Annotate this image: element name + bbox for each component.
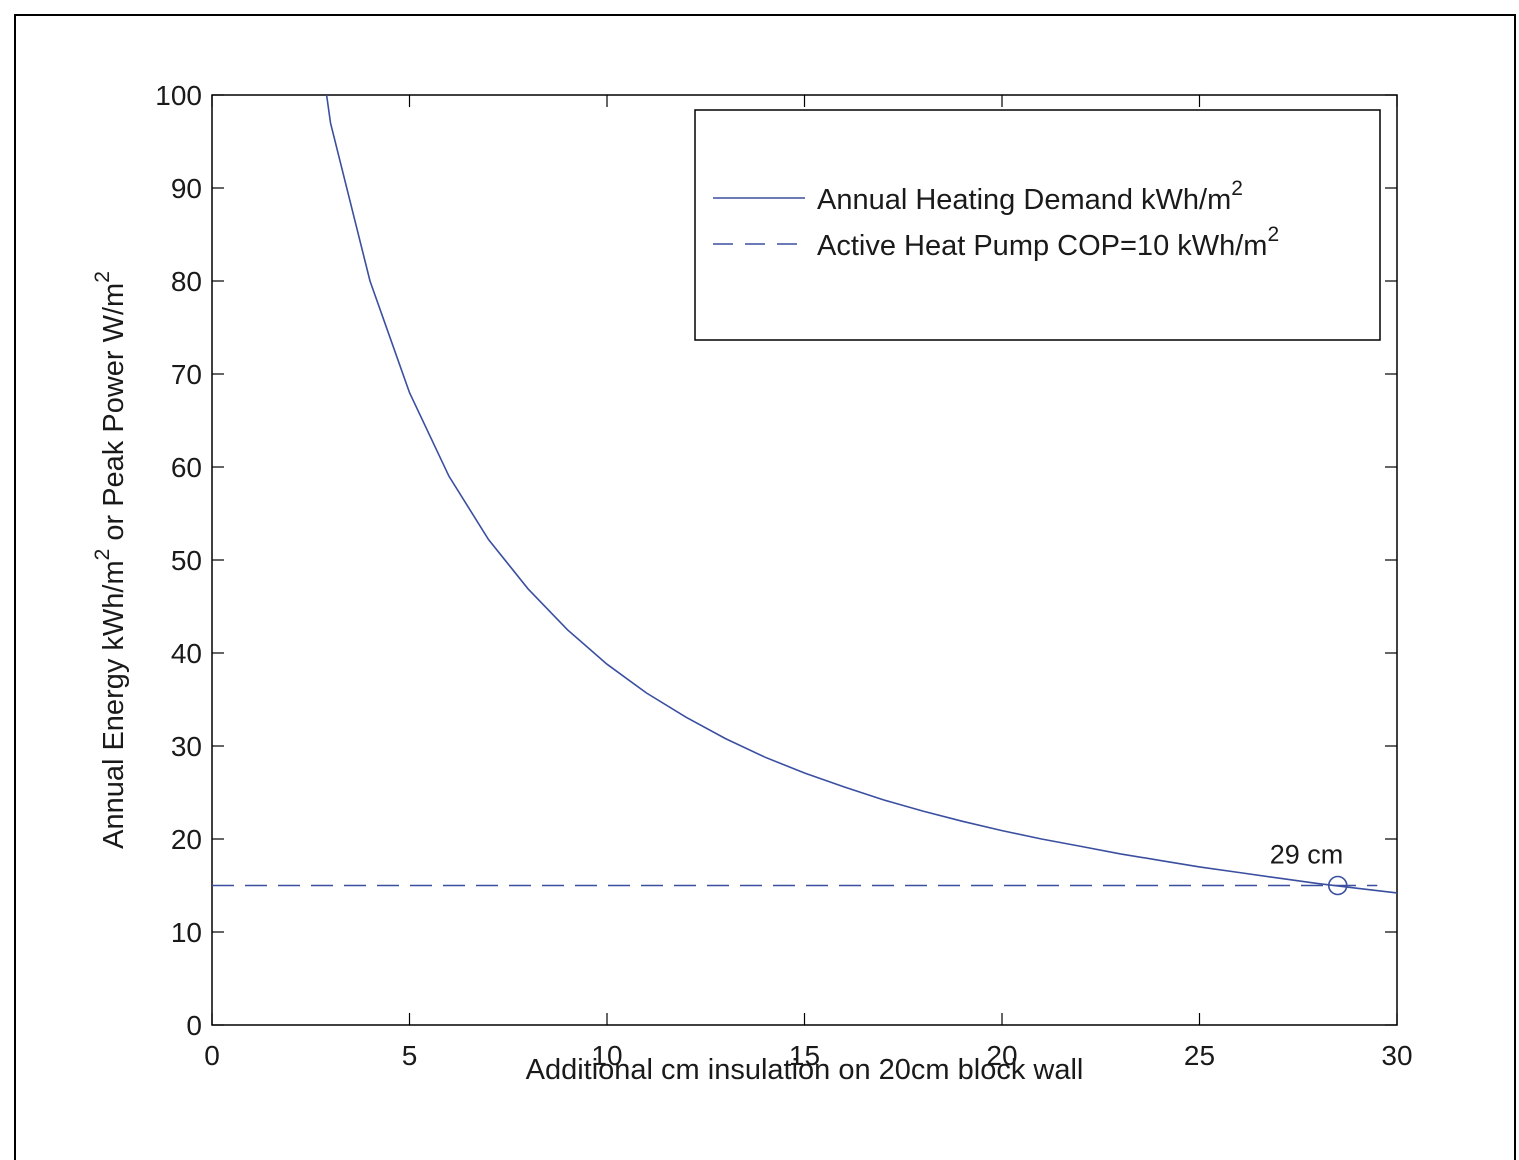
y-tick-label: 80 (171, 266, 202, 297)
legend: Annual Heating Demand kWh/m2 Active Heat … (694, 109, 1381, 341)
y-tick-label: 10 (171, 917, 202, 948)
x-tick-label: 20 (986, 1040, 1017, 1071)
figure-frame (14, 14, 1516, 1160)
annotation-label: 29 cm (1270, 840, 1344, 870)
heating-demand-curve (325, 94, 1398, 894)
y-tick-label: 30 (171, 731, 202, 762)
x-tick-label: 15 (789, 1040, 820, 1071)
x-tick-label: 0 (204, 1040, 220, 1071)
series-layer (212, 94, 1398, 894)
y-tick-label: 50 (171, 545, 202, 576)
y-tick-label: 20 (171, 824, 202, 855)
axes: 0 5 10 15 20 25 30 0 10 20 30 40 50 60 70 80 90 100 (155, 80, 1412, 1071)
y-tick-label: 0 (186, 1010, 202, 1041)
x-tick-label: 5 (402, 1040, 418, 1071)
y-tick-label: 60 (171, 452, 202, 483)
y-axis-label: Annual Energy kWh/m2 or Peak Power W/m2 (91, 271, 130, 849)
x-tick-label: 25 (1184, 1040, 1215, 1071)
x-tick-label: 30 (1381, 1040, 1412, 1071)
legend-entry: Active Heat Pump COP=10 kWh/m2 (817, 223, 1279, 262)
x-tick-label: 10 (591, 1040, 622, 1071)
axis-labels: Additional cm insulation on 20cm block w… (91, 271, 1083, 1086)
x-axis-label: Additional cm insulation on 20cm block w… (526, 1054, 1084, 1086)
legend-entry: Annual Heating Demand kWh/m2 (817, 177, 1243, 216)
y-tick-label: 70 (171, 359, 202, 390)
y-tick-label: 100 (155, 80, 202, 111)
annotations: 29 cm (1270, 840, 1348, 896)
y-tick-label: 90 (171, 173, 202, 204)
legend-box (694, 109, 1381, 341)
intersection-marker (1327, 875, 1348, 896)
y-tick-label: 40 (171, 638, 202, 669)
